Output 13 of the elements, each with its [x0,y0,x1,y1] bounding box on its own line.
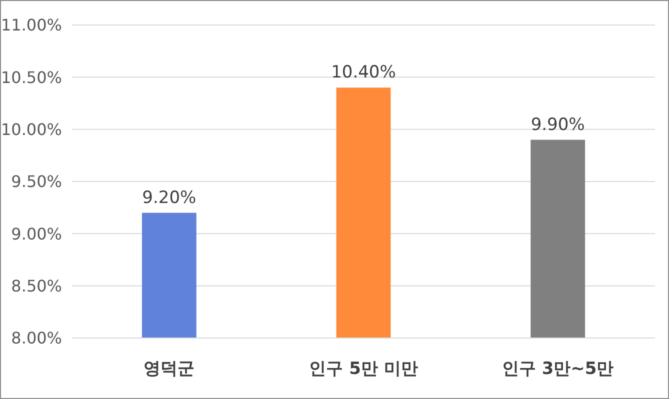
data-label: 9.90% [530,114,585,135]
y-tick-label: 10.50% [0,68,62,87]
x-tick-label: 영덕군 [144,359,195,379]
y-tick-label: 10.00% [0,120,62,139]
y-tick-label: 9.50% [11,172,62,192]
y-tick-label: 11.00% [0,16,62,35]
data-label: 10.40% [331,62,396,83]
x-tick-label: 인구 3만~5만 [502,359,614,379]
y-tick-label: 8.00% [11,328,62,348]
y-tick-label: 9.00% [11,224,62,244]
x-tick-label: 인구 5만 미만 [309,359,418,379]
data-label: 9.20% [142,188,196,208]
y-tick-label: 8.50% [11,276,62,296]
